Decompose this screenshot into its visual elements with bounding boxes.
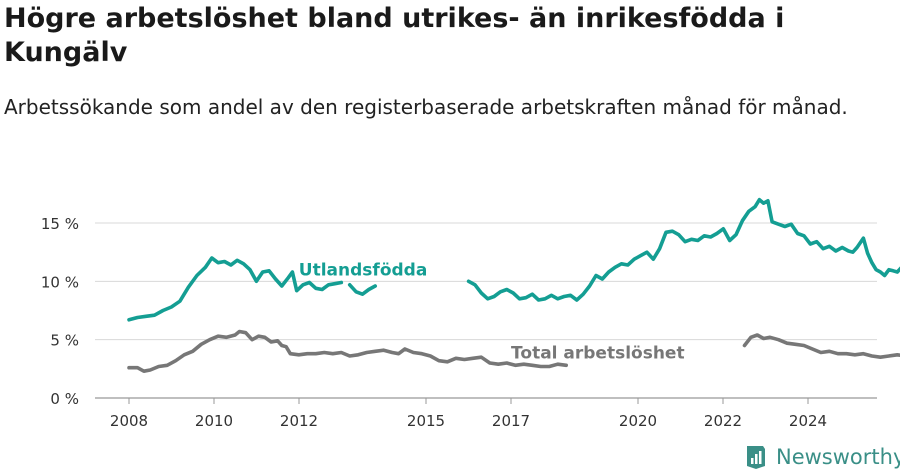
x-tick-label: 2022 bbox=[704, 412, 742, 430]
y-tick-label: 5 % bbox=[50, 332, 79, 350]
y-tick-label: 10 % bbox=[41, 273, 79, 291]
x-tick-label: 2024 bbox=[789, 412, 827, 430]
series-label-halo-utlandsf-dda: Utlandsfödda bbox=[299, 261, 428, 281]
series-line-utlandsf-dda bbox=[127, 256, 344, 322]
chart-subtitle: Arbetssökande som andel av den registerb… bbox=[4, 95, 848, 119]
series-line-utlandsf-dda bbox=[347, 283, 377, 296]
y-tick-label: 0 % bbox=[50, 390, 79, 408]
brand-name: Newsworthy bbox=[776, 445, 900, 469]
x-tick-label: 2017 bbox=[492, 412, 530, 430]
series-line-total-arbetsl-shet bbox=[742, 333, 900, 359]
series-label-total-arbetsl-shet: Total arbetslöshet bbox=[511, 343, 685, 363]
x-tick-label: 2020 bbox=[619, 412, 657, 430]
series-line-utlandsf-dda bbox=[466, 197, 900, 302]
series-label-halo-total-arbetsl-shet: Total arbetslöshet bbox=[511, 343, 685, 363]
series-label-utlandsf-dda: Utlandsfödda bbox=[299, 261, 428, 281]
series-line-total-arbetsl-shet bbox=[127, 329, 568, 373]
x-tick-label: 2010 bbox=[195, 412, 233, 430]
chart-title: Högre arbetslöshet bland utrikes- än inr… bbox=[4, 3, 785, 68]
newsworthy-logo-icon bbox=[747, 446, 765, 469]
x-tick-label: 2015 bbox=[407, 412, 445, 430]
x-tick-label: 2008 bbox=[110, 412, 148, 430]
y-tick-label: 15 % bbox=[41, 215, 79, 233]
x-tick-label: 2012 bbox=[280, 412, 318, 430]
brand-logo: Newsworthy bbox=[744, 442, 900, 472]
